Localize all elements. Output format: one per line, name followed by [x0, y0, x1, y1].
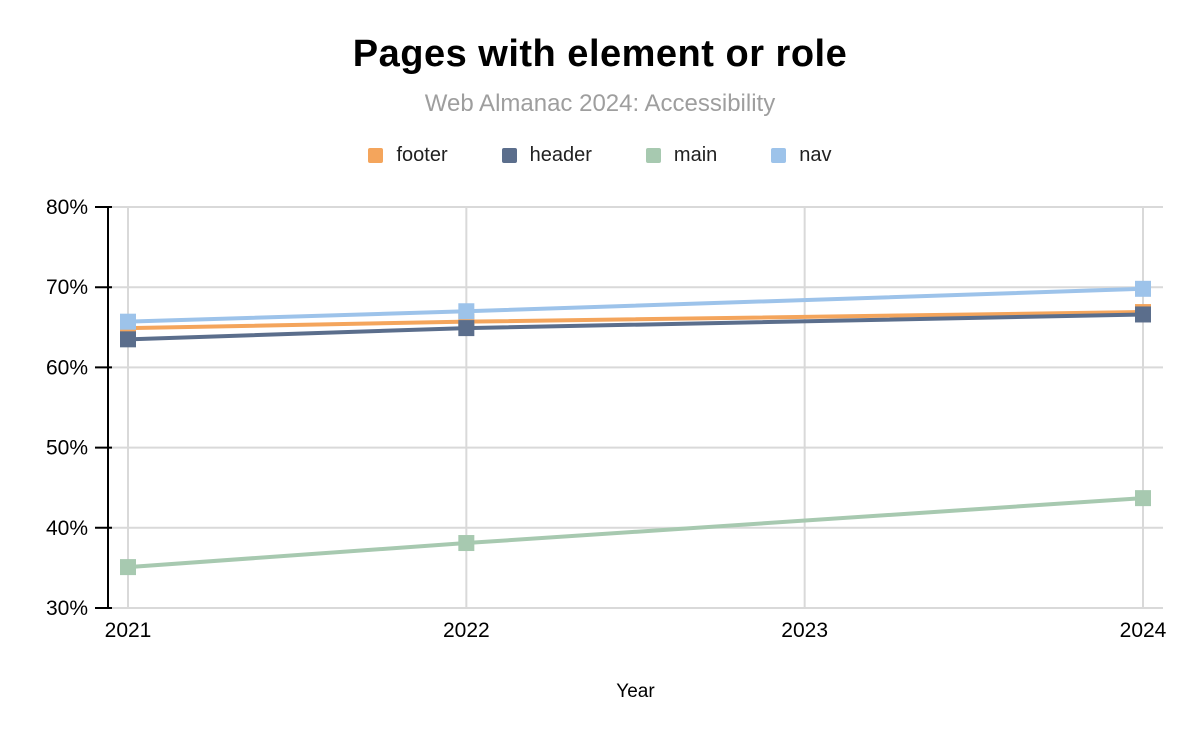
marker-main-2022 [458, 535, 475, 552]
legend-swatch-header [501, 148, 517, 163]
marker-main-2021 [120, 559, 136, 576]
y-tick-label: 50% [46, 437, 88, 460]
legend-swatch-main [645, 148, 661, 163]
legend-item-nav: nav [771, 144, 832, 167]
legend-item-main: main [645, 144, 718, 167]
marker-header-2024 [1135, 306, 1151, 323]
marker-header-2021 [120, 331, 136, 348]
legend-label-nav: nav [799, 144, 832, 166]
marker-main-2024 [1135, 490, 1151, 507]
marker-nav-2022 [458, 303, 475, 320]
x-tick-label: 2024 [1120, 619, 1167, 642]
chart-legend: footer header main nav [0, 144, 1200, 167]
page-subtitle: Web Almanac 2024: Accessibility [424, 90, 776, 117]
y-tick-label: 60% [46, 356, 88, 379]
marker-header-2022 [458, 320, 475, 337]
marker-nav-2021 [120, 313, 136, 330]
x-tick-label: 2023 [781, 619, 828, 642]
legend-label-header: header [529, 144, 592, 166]
marker-nav-2024 [1135, 280, 1151, 297]
chart-canvas: 2021 2022 2023 2024 80% 70% 60% 50% 40% 30% [46, 196, 1167, 642]
y-tick-label: 80% [46, 196, 88, 219]
y-tick-label: 30% [46, 597, 88, 620]
legend-item-footer: footer [368, 144, 448, 167]
legend-label-footer: footer [396, 144, 448, 166]
legend-swatch-nav [771, 148, 787, 163]
x-tick-label: 2021 [105, 619, 152, 642]
page-title: Pages with element or role [352, 33, 848, 75]
y-tick-label: 40% [46, 517, 88, 540]
legend-label-main: main [673, 144, 718, 166]
series-line-main [127, 496, 1144, 570]
x-tick-label: 2022 [443, 619, 490, 642]
x-axis-title: Year [616, 681, 655, 702]
legend-swatch-footer [368, 148, 384, 163]
y-tick-label: 70% [46, 276, 88, 299]
legend-item-header: header [501, 144, 592, 167]
